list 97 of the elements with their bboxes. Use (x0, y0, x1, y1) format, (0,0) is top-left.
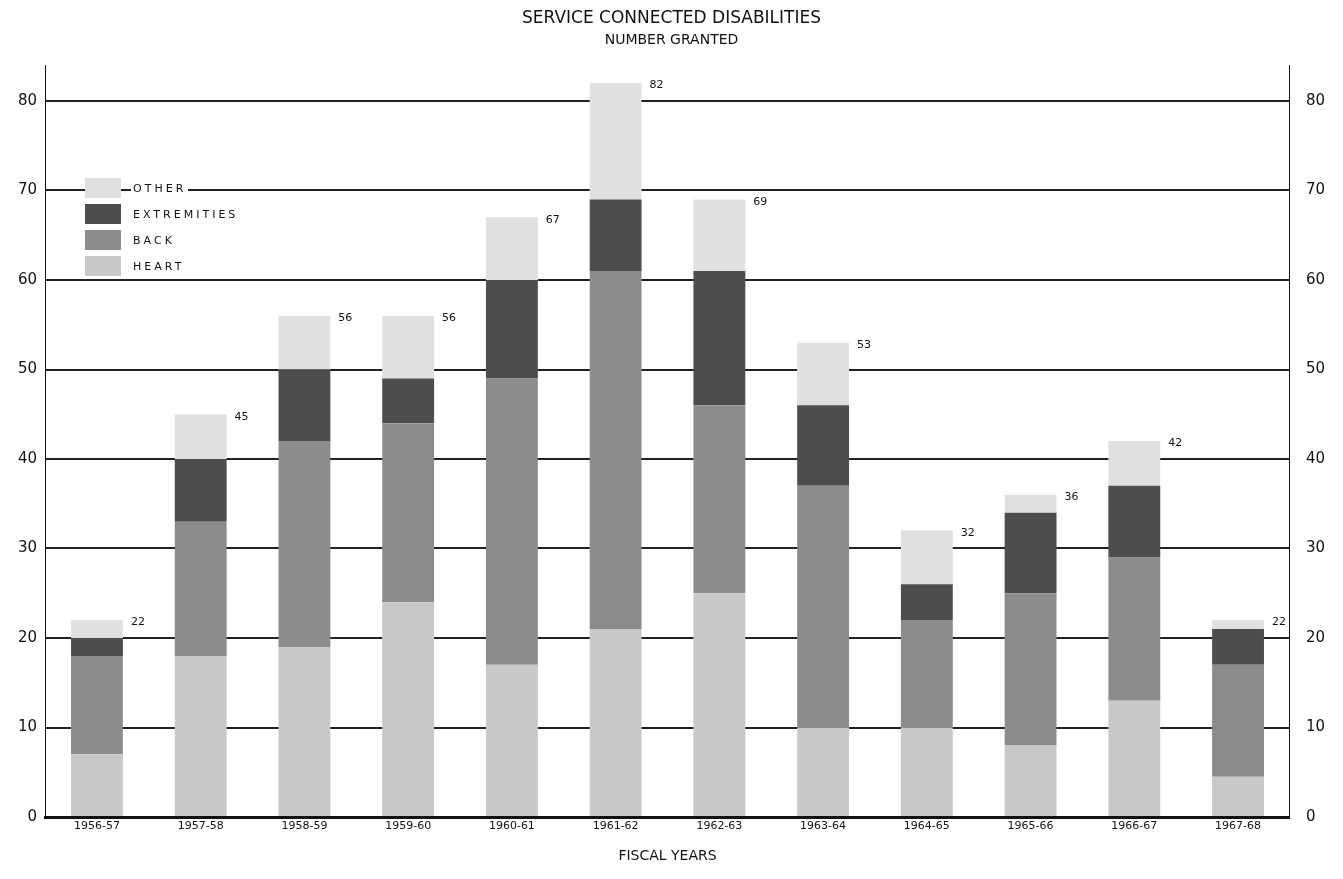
y-tick-label: 30 (17, 538, 38, 557)
bar (1004, 593, 1057, 746)
bar (485, 378, 538, 665)
bar (693, 405, 746, 594)
total-label: 69 (753, 194, 768, 208)
x-tick-label: 1966-67 (1111, 819, 1158, 833)
total-label: 32 (960, 525, 975, 539)
bar (797, 727, 850, 816)
x-tick-label: 1958-59 (281, 819, 328, 833)
x-tick-label: 1962-63 (696, 819, 743, 833)
bar (693, 593, 746, 816)
x-tick-label: 1963-64 (800, 819, 847, 833)
bar (693, 199, 746, 272)
bar (71, 655, 123, 755)
y2-tick-label: 30 (1305, 538, 1326, 557)
total-label: 42 (1168, 436, 1183, 450)
total-label: 53 (857, 338, 872, 352)
bar (382, 602, 435, 816)
total-label: 67 (545, 212, 560, 226)
bar (1212, 629, 1264, 665)
bar (71, 754, 123, 816)
x-tick-label: 1967-68 (1215, 819, 1262, 833)
x-tick-label: 1961-62 (592, 819, 639, 833)
total-label: 22 (1271, 615, 1286, 629)
bar (1108, 485, 1161, 558)
y-tick-label: 10 (17, 717, 38, 736)
total-label: 22 (130, 615, 145, 629)
bar (382, 315, 435, 379)
bar (278, 369, 331, 442)
y-tick-label: 80 (17, 90, 38, 109)
x-tick-label: 1965-66 (1007, 819, 1054, 833)
bar (589, 629, 642, 816)
bar (485, 280, 538, 379)
bar (797, 342, 850, 406)
bar (71, 638, 123, 656)
y2-tick-label: 80 (1305, 90, 1326, 109)
y-tick-label: 60 (17, 269, 38, 288)
y2-tick-label: 40 (1305, 448, 1326, 467)
legend-label: OTHER (131, 181, 189, 195)
bar (1004, 512, 1057, 594)
total-label: 56 (442, 311, 457, 325)
x-axis-title: FISCAL YEARS (618, 847, 717, 864)
bar (174, 655, 227, 816)
y-tick-label: 0 (27, 806, 38, 825)
legend-label: BACK (131, 233, 177, 247)
bar (278, 441, 331, 647)
y2-tick-label: 20 (1305, 627, 1326, 646)
bar (900, 620, 953, 728)
bar (900, 530, 953, 585)
bar (382, 423, 435, 603)
x-tick-label: 1957-58 (177, 819, 224, 833)
bar (1004, 745, 1057, 816)
bar (1004, 494, 1057, 513)
y2-tick-label: 50 (1305, 359, 1326, 378)
bar (589, 83, 642, 200)
bar (589, 271, 642, 630)
legend-label: HEART (131, 259, 187, 273)
bar (797, 405, 850, 486)
chart-subtitle: NUMBER GRANTED (604, 31, 739, 48)
x-tick-label: 1956-57 (73, 819, 120, 833)
bar (1108, 700, 1161, 816)
bar (900, 584, 953, 621)
legend-label: EXTREMITIES (131, 207, 241, 221)
x-tick-label: 1964-65 (903, 819, 950, 833)
total-label: 56 (338, 311, 353, 325)
bar (693, 271, 746, 406)
x-tick-label: 1959-60 (385, 819, 432, 833)
total-label: 36 (1064, 490, 1079, 504)
bar (174, 459, 227, 522)
bar (485, 217, 538, 280)
bar (278, 315, 331, 370)
bar (382, 378, 435, 424)
bar (1108, 557, 1161, 701)
x-tick-label: 1960-61 (488, 819, 535, 833)
y-tick-label: 20 (17, 627, 38, 646)
bar (71, 620, 123, 638)
bar (485, 664, 538, 816)
y2-tick-label: 0 (1305, 806, 1316, 825)
y2-tick-label: 60 (1305, 269, 1326, 288)
y-tick-label: 50 (17, 359, 38, 378)
bar (1212, 620, 1264, 630)
y2-tick-label: 70 (1305, 180, 1326, 199)
bar (1108, 441, 1161, 486)
bar (278, 646, 331, 816)
chart-title: SERVICE CONNECTED DISABILITIES (522, 6, 821, 27)
bar (900, 727, 953, 816)
bar (174, 414, 227, 459)
total-label: 82 (649, 78, 664, 92)
bar (174, 521, 227, 656)
bar (589, 199, 642, 272)
bar (1212, 776, 1264, 816)
y-tick-label: 40 (17, 448, 38, 467)
y2-tick-label: 10 (1305, 717, 1326, 736)
bar (1212, 664, 1264, 777)
y-tick-label: 70 (17, 180, 38, 199)
total-label: 45 (234, 409, 249, 423)
bar (797, 485, 850, 728)
